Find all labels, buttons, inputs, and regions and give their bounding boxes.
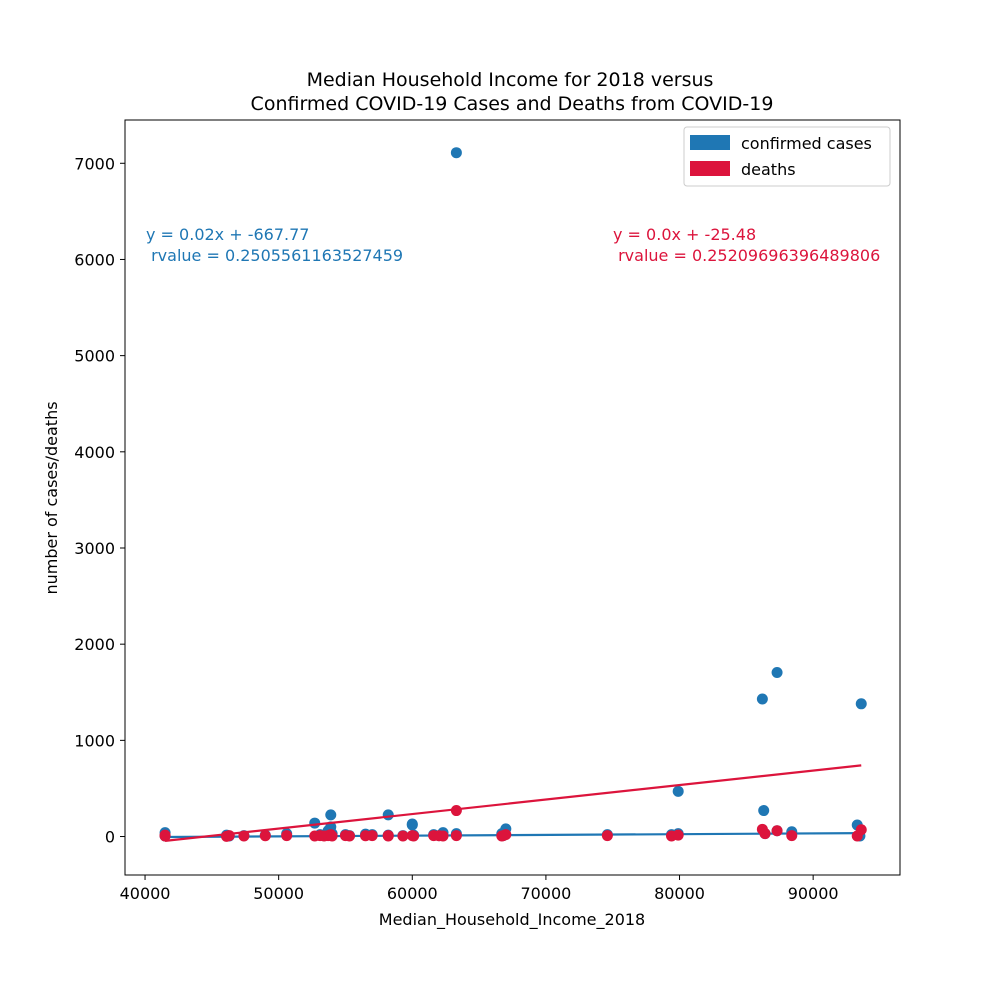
y-tick-label: 3000 [74,539,115,558]
y-tick-label: 0 [105,828,115,847]
legend-label-confirmed-cases: confirmed cases [741,134,872,153]
y-tick-label: 2000 [74,635,115,654]
x-tick-label: 90000 [788,884,839,903]
point-confirmed-cases [309,817,321,829]
point-confirmed-cases [406,819,418,831]
point-deaths [159,829,171,841]
y-tick-label: 1000 [74,731,115,750]
point-deaths [786,830,798,842]
point-confirmed-cases [771,667,783,679]
point-deaths [771,825,783,837]
chart-title-line-2: Confirmed COVID-19 Cases and Deaths from… [251,93,774,115]
point-deaths [326,830,338,842]
y-tick-label: 7000 [74,154,115,173]
legend-label-deaths: deaths [741,160,796,179]
regression-line-confirmed-cases [165,832,862,839]
point-deaths [408,830,420,842]
point-deaths [223,830,235,842]
regression-rvalue-1: rvalue = 0.25209696396489806 [613,246,880,265]
point-confirmed-cases [758,805,770,817]
point-deaths [437,830,449,842]
point-confirmed-cases [855,698,867,710]
plot-frame [124,119,901,876]
point-confirmed-cases [756,693,768,705]
point-deaths [259,830,271,842]
y-axis-label: number of cases/deaths [42,401,61,594]
regression-rvalue-0: rvalue = 0.2505561163527459 [146,246,403,265]
legend-frame [683,126,891,187]
point-confirmed-cases [382,809,394,821]
x-tick-label: 60000 [387,884,438,903]
point-deaths [450,830,462,842]
regression-equation-0: y = 0.02x + -667.77 [146,225,309,244]
point-deaths [672,829,684,841]
regression-equation-1: y = 0.0x + -25.48 [613,225,756,244]
point-confirmed-cases [672,785,684,797]
y-tick-label: 5000 [74,347,115,366]
y-tick-label: 4000 [74,443,115,462]
legend-swatch-confirmed-cases [690,135,730,150]
point-deaths [601,830,613,842]
legend: confirmed cases deaths [683,126,891,187]
point-deaths [343,830,355,842]
y-tick-label: 6000 [74,250,115,269]
point-deaths [366,830,378,842]
point-deaths [500,829,512,841]
x-axis-label: Median_Household_Income_2018 [379,910,645,930]
x-tick-label: 80000 [654,884,705,903]
plot-area: y = 0.02x + -667.77 rvalue = 0.250556116… [146,147,880,842]
regression-line-deaths [164,764,862,842]
x-tick-label: 50000 [253,884,304,903]
y-axis: 0 1000 2000 3000 4000 5000 6000 7000 [74,154,125,847]
legend-swatch-deaths [690,161,730,176]
point-deaths [397,830,409,842]
chart-title-line-1: Median Household Income for 2018 versus [307,69,714,91]
point-deaths [759,828,771,840]
point-confirmed-cases [450,147,462,159]
x-axis: 40000 50000 60000 70000 80000 90000 [120,875,839,903]
point-confirmed-cases [325,809,337,821]
point-deaths [450,805,462,817]
x-tick-label: 70000 [520,884,571,903]
point-deaths [281,830,293,842]
point-deaths [382,830,394,842]
x-tick-label: 40000 [120,884,171,903]
point-deaths [855,824,867,836]
